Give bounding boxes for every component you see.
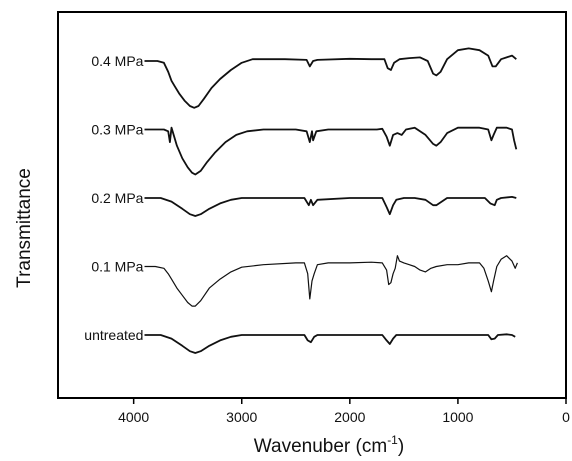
series-label-3: 0.1 MPa [91,259,143,275]
series-line-3 [144,255,518,307]
series-label-0: 0.4 MPa [91,53,143,69]
series-label-1: 0.3 MPa [91,122,143,138]
series-labels: 0.4 MPa 0.3 MPa 0.2 MPa 0.1 MPa untreated [84,53,143,343]
series-label-2: 0.2 MPa [91,190,143,206]
x-axis-title: Wavenuber (cm-1) [254,433,404,457]
series-line-4 [144,333,516,354]
y-axis-title: Transmittance [14,168,35,288]
x-tick-label: 4000 [118,409,149,425]
x-tick-label: 0 [562,409,570,425]
series-lines [144,47,518,354]
series-line-2 [144,196,517,217]
series-line-1 [144,126,518,176]
series-line-0 [144,47,517,109]
x-tick-label: 2000 [334,409,365,425]
plot-frame [57,11,567,399]
x-tick-label: 1000 [442,409,473,425]
x-axis-ticks: 4000 3000 2000 1000 0 [118,398,570,425]
x-tick-label: 3000 [226,409,257,425]
series-label-4: untreated [84,327,143,343]
